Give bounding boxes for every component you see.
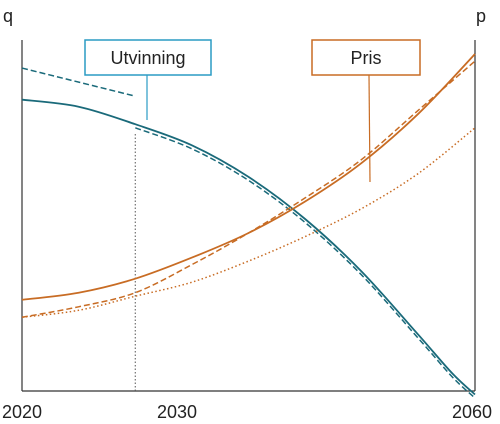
utvinning-box [84, 39, 212, 76]
right-axis-label: p [476, 6, 486, 26]
pris-label: Pris [351, 48, 382, 68]
series-layer [21, 53, 476, 399]
utvinning-label: Utvinning [110, 48, 185, 68]
x-tick-label-2030: 2030 [157, 402, 197, 422]
left-axis-label: q [3, 6, 13, 26]
extraction-dashed-line-2 [135, 127, 476, 399]
pris-box [311, 39, 421, 76]
extraction-dashed-line-1 [21, 67, 136, 97]
price-dashed-line-4 [21, 60, 476, 319]
pris-leader-line [368, 74, 371, 183]
extraction-solid-line-0 [21, 98, 476, 396]
price-dotted-line-5 [21, 127, 476, 319]
x-tick-label-2020: 2020 [2, 402, 42, 422]
x-tick-label-2060: 2060 [452, 402, 492, 422]
